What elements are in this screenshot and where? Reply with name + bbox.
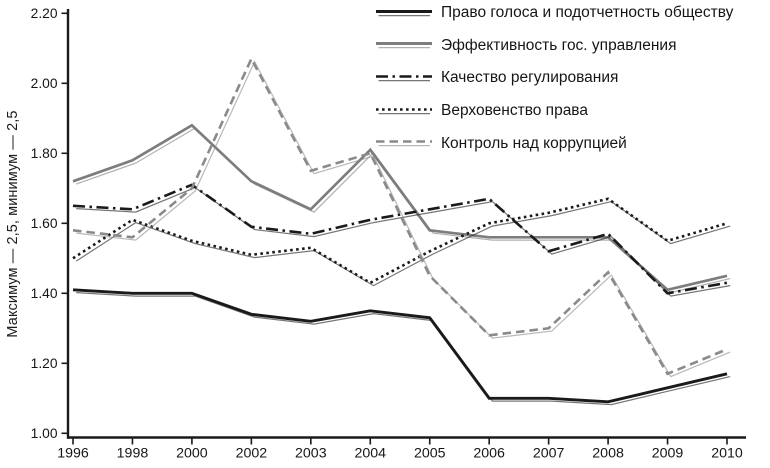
y-tick-label: 1.60 — [31, 216, 58, 231]
legend-label: Верховенство права — [441, 102, 588, 120]
y-tick-label: 2.00 — [31, 76, 58, 91]
legend-item: Эффективность гос. управления — [376, 30, 733, 63]
legend: Право голоса и подотчетность обществу Эф… — [376, 0, 733, 160]
series-line-0 — [72, 288, 728, 404]
y-tick-label: 1.40 — [31, 286, 58, 301]
series-line-4 — [72, 55, 728, 376]
legend-item: Качество регулирования — [376, 62, 733, 95]
legend-label: Качество регулирования — [441, 69, 619, 87]
x-tick-label: 2005 — [414, 446, 446, 462]
series-line-4-shadow — [76, 60, 731, 378]
x-tick-label: 2003 — [295, 446, 327, 462]
legend-item: Контроль над коррупцией — [376, 127, 733, 160]
y-tick-label: 1.80 — [31, 146, 58, 161]
series-line-3 — [72, 197, 728, 285]
legend-label: Контроль над коррупцией — [441, 134, 627, 152]
legend-item: Верховенство права — [376, 95, 733, 128]
legend-line-swatch — [376, 42, 432, 49]
legend-item: Право голоса и подотчетность обществу — [376, 0, 733, 30]
legend-label: Право голоса и подотчетность обществу — [441, 4, 734, 22]
y-tick-label: 1.20 — [31, 356, 58, 371]
x-tick-label: 2008 — [592, 446, 624, 462]
x-tick-label: 2000 — [176, 446, 208, 462]
y-tick-label: 2.20 — [31, 6, 58, 21]
y-axis-title: Максимум — 2,5, минимум — 2,5 — [5, 110, 21, 338]
series-line-1 — [72, 123, 728, 292]
x-tick-label: 2009 — [652, 446, 684, 462]
legend-line-swatch — [376, 9, 432, 16]
x-tick-label: 2002 — [236, 446, 268, 462]
series-line-0-shadow — [76, 292, 731, 406]
x-tick-label: 2006 — [473, 446, 505, 462]
x-tick-label: 1996 — [57, 446, 89, 462]
x-tick-label: 2010 — [711, 446, 743, 462]
y-tick-label: 1.00 — [31, 426, 58, 441]
legend-label: Эффективность гос. управления — [441, 36, 677, 54]
series-line-2 — [72, 183, 728, 295]
x-tick-label: 2004 — [354, 446, 386, 462]
legend-line-swatch — [376, 107, 432, 114]
x-tick-label: 1998 — [117, 446, 149, 462]
legend-line-swatch — [376, 75, 432, 82]
x-tick-label: 2007 — [533, 446, 565, 462]
legend-line-swatch — [376, 140, 432, 147]
